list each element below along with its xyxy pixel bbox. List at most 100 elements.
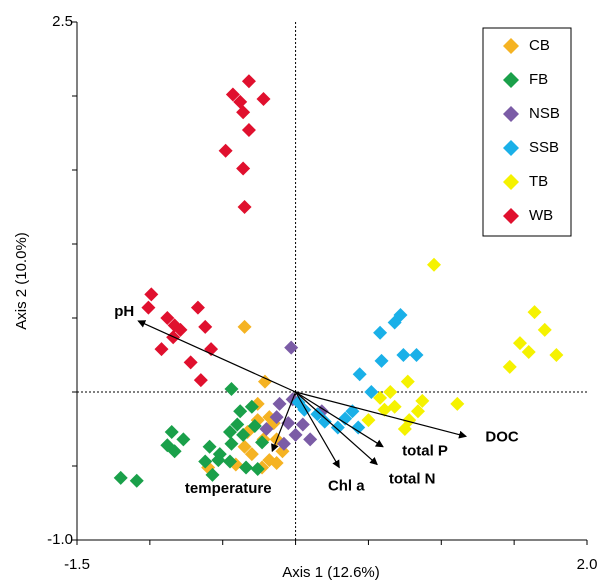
legend-label: SSB [529, 139, 559, 156]
vector-label: DOC [485, 428, 519, 445]
point [450, 396, 465, 411]
point [247, 419, 262, 434]
point [190, 300, 205, 315]
legend: CB FB NSB SSB TB WB [482, 27, 572, 237]
point [303, 432, 318, 447]
legend-label: CB [529, 37, 550, 54]
point [409, 348, 424, 362]
y-axis-label: Axis 2 (10.0%) [13, 232, 30, 330]
point [257, 374, 272, 389]
legend-swatch [503, 208, 519, 224]
point [351, 420, 366, 435]
point [141, 300, 156, 315]
vector-arrow [295, 391, 384, 448]
point [230, 417, 245, 432]
point [397, 422, 412, 436]
point [198, 319, 213, 334]
legend-swatch [503, 72, 519, 88]
legend-swatch [503, 38, 519, 54]
point [373, 390, 388, 405]
vector-arrow [295, 391, 378, 466]
point [233, 94, 248, 109]
point [223, 424, 237, 439]
point [241, 74, 256, 89]
legend-box [482, 27, 572, 237]
point [167, 444, 182, 459]
point [377, 402, 392, 417]
point [276, 436, 291, 451]
point [361, 413, 376, 428]
point [288, 427, 303, 442]
vector-label: total P [402, 443, 448, 460]
point [295, 417, 310, 432]
point [193, 373, 208, 388]
point [241, 123, 256, 138]
y-tick-label: 2.5 [52, 13, 73, 30]
point [256, 91, 271, 106]
point [239, 460, 254, 475]
legend-label: TB [529, 173, 548, 190]
vector-arrow [271, 391, 297, 453]
vector-label: total N [389, 470, 436, 487]
point [521, 345, 536, 360]
point [144, 287, 159, 302]
point [269, 456, 284, 471]
vector-arrow [295, 391, 468, 439]
point [205, 467, 220, 482]
point [176, 432, 191, 447]
point [269, 410, 284, 425]
point [225, 87, 240, 102]
point [237, 200, 252, 214]
point [183, 355, 198, 370]
point [164, 424, 179, 439]
point [250, 461, 265, 476]
point [383, 385, 398, 399]
point [224, 382, 239, 397]
point [237, 319, 252, 334]
x-axis-label: Axis 1 (12.6%) [282, 564, 380, 581]
legend-label: WB [529, 207, 553, 224]
point [202, 439, 217, 454]
point [218, 143, 233, 158]
point [387, 399, 402, 414]
point [129, 473, 144, 488]
point [338, 411, 353, 426]
vector-arrow [137, 320, 296, 393]
point [244, 399, 259, 414]
point [224, 436, 239, 451]
point [310, 407, 325, 422]
point [233, 404, 248, 419]
point [400, 374, 415, 389]
point [160, 311, 175, 325]
point [549, 348, 564, 362]
legend-swatch [503, 140, 519, 156]
vector-arrow [295, 391, 340, 469]
legend-swatch [503, 106, 519, 122]
point [352, 367, 367, 382]
point [236, 161, 251, 176]
point [373, 325, 388, 340]
point [259, 422, 274, 436]
point [113, 470, 128, 485]
point [396, 348, 411, 362]
point [244, 447, 259, 462]
point [198, 454, 213, 469]
point [387, 315, 402, 330]
point [237, 439, 252, 454]
point [364, 385, 379, 399]
legend-label: FB [529, 71, 548, 88]
vector-label: temperature [185, 480, 272, 497]
point [272, 396, 287, 411]
vector-label: pH [114, 303, 134, 320]
x-tick-label: 2.0 [577, 556, 598, 573]
x-tick-label: -1.5 [64, 556, 90, 573]
vector-label: Chl a [328, 477, 365, 494]
point [223, 454, 237, 469]
point [236, 427, 251, 442]
point [154, 342, 169, 357]
point [512, 336, 527, 351]
point [374, 353, 389, 368]
point [317, 414, 332, 429]
